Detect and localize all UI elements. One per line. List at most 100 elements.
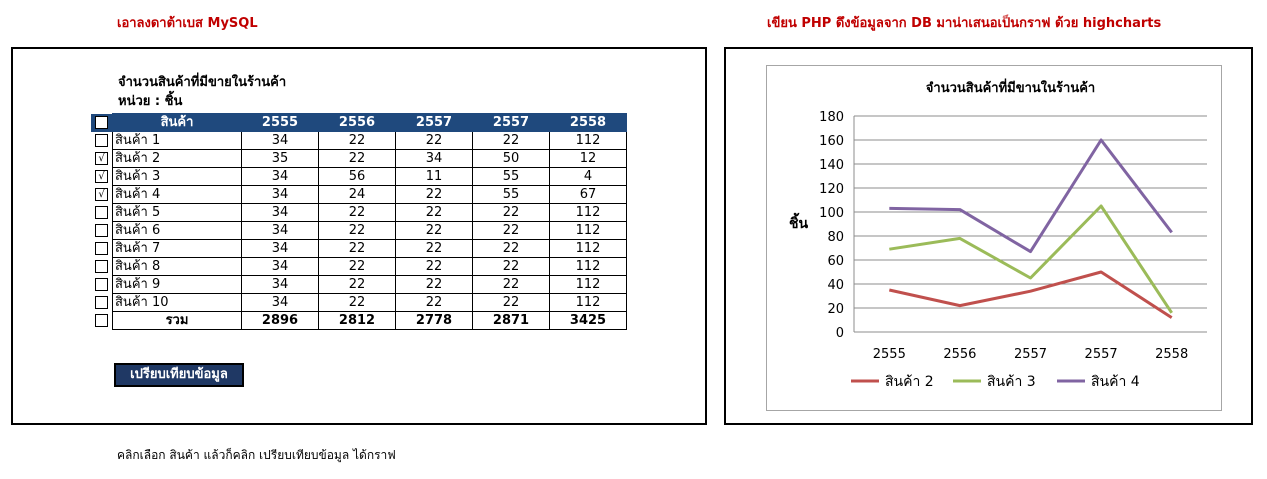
value-cell: 4 [549,167,627,186]
table-title: จำนวนสินค้าที่มีขายในร้านค้า [118,75,287,90]
x-tick-label: 2555 [873,347,906,362]
total-value-cell: 2896 [241,311,319,330]
total-row: รวม 2896 2812 2778 2871 3425 [91,311,627,330]
value-cell: 22 [318,293,396,312]
row-checkbox[interactable]: √ [95,170,108,183]
column-header: สินค้า [112,113,242,132]
heading-php-highcharts: เขียน PHP ดึงข้อมูลจาก DB มาน่าเสนอเป็นก… [767,16,1162,31]
y-tick-label: 80 [827,230,844,245]
value-cell: 11 [395,167,473,186]
compare-button[interactable]: เปรียบเทียบข้อมูล [114,363,244,387]
total-label-cell: รวม [112,311,242,330]
row-checkbox[interactable] [95,206,108,219]
column-header: 2557 [472,113,550,132]
y-tick-label: 180 [819,110,844,125]
value-cell: 22 [318,257,396,276]
column-header: 2557 [395,113,473,132]
table-row: √ สินค้า 3 34 56 11 55 4 [91,167,627,186]
value-cell: 22 [395,275,473,294]
value-cell: 22 [395,203,473,222]
value-cell: 34 [241,131,319,150]
value-cell: 24 [318,185,396,204]
row-checkbox[interactable] [95,260,108,273]
row-checkbox-cell [91,204,113,222]
y-tick-label: 60 [827,254,844,269]
row-checkbox[interactable]: √ [95,152,108,165]
column-header: 2556 [318,113,396,132]
x-tick-label: 2557 [1085,347,1118,362]
row-checkbox[interactable]: √ [95,188,108,201]
value-cell: 34 [241,239,319,258]
total-value-cell: 2812 [318,311,396,330]
value-cell: 112 [549,221,627,240]
select-all-checkbox[interactable] [95,116,108,129]
y-axis-label: ชิ้น [789,212,809,232]
table-row: สินค้า 10 34 22 22 22 112 [91,293,627,312]
value-cell: 34 [241,221,319,240]
row-checkbox-cell [91,240,113,258]
value-cell: 22 [395,185,473,204]
value-cell: 22 [395,239,473,258]
total-checkbox[interactable] [95,314,108,327]
value-cell: 34 [395,149,473,168]
row-checkbox-cell: √ [91,168,113,186]
column-header: 2555 [241,113,319,132]
row-checkbox-cell: √ [91,186,113,204]
value-cell: 34 [241,185,319,204]
value-cell: 34 [241,257,319,276]
value-cell: 35 [241,149,319,168]
legend-label: สินค้า 2 [885,374,934,390]
product-name-cell: สินค้า 2 [112,149,242,168]
total-value-cell: 2871 [472,311,550,330]
row-checkbox[interactable] [95,242,108,255]
product-table: สินค้า 2555 2556 2557 2557 2558 สินค้า 1… [91,113,627,330]
chart-panel: จำนวนสินค้าที่มีขานในร้านค้า 0 20 40 60 80 100… [724,47,1253,425]
product-name-cell: สินค้า 5 [112,203,242,222]
y-tick-label: 120 [819,182,844,197]
series-line-2 [888,270,1173,319]
value-cell: 50 [472,149,550,168]
product-name-cell: สินค้า 8 [112,257,242,276]
total-value-cell: 2778 [395,311,473,330]
table-row: สินค้า 5 34 22 22 22 112 [91,203,627,222]
y-tick-label: 100 [819,206,844,221]
y-tick-label: 0 [836,326,844,341]
row-checkbox-cell [91,294,113,312]
row-checkbox-cell [91,132,113,150]
value-cell: 22 [395,293,473,312]
legend-label: สินค้า 4 [1091,374,1140,390]
value-cell: 112 [549,239,627,258]
value-cell: 67 [549,185,627,204]
line-chart: จำนวนสินค้าที่มีขานในร้านค้า 0 20 40 60 80 100… [766,65,1222,411]
value-cell: 22 [472,275,550,294]
value-cell: 112 [549,257,627,276]
value-cell: 34 [241,275,319,294]
total-checkbox-cell [91,312,113,330]
y-tick-label: 140 [819,158,844,173]
value-cell: 22 [318,203,396,222]
row-checkbox[interactable] [95,134,108,147]
table-unit: หน่วย : ชิ้น [118,94,183,109]
table-row: สินค้า 1 34 22 22 22 112 [91,131,627,150]
value-cell: 34 [241,167,319,186]
value-cell: 22 [472,293,550,312]
value-cell: 22 [395,221,473,240]
value-cell: 55 [472,167,550,186]
row-checkbox[interactable] [95,296,108,309]
value-cell: 112 [549,293,627,312]
row-checkbox[interactable] [95,278,108,291]
value-cell: 56 [318,167,396,186]
y-tick-label: 20 [827,302,844,317]
row-checkbox[interactable] [95,224,108,237]
product-name-cell: สินค้า 6 [112,221,242,240]
value-cell: 34 [241,293,319,312]
value-cell: 34 [241,203,319,222]
table-row: สินค้า 9 34 22 22 22 112 [91,275,627,294]
row-checkbox-cell [91,276,113,294]
footnote: คลิกเลือก สินค้า แล้วก็คลิก เปรียบเทียบข… [117,448,396,462]
value-cell: 22 [318,221,396,240]
row-checkbox-cell: √ [91,150,113,168]
value-cell: 22 [472,221,550,240]
table-panel: จำนวนสินค้าที่มีขายในร้านค้า หน่วย : ชิ้… [11,47,707,425]
chart-svg: จำนวนสินค้าที่มีขานในร้านค้า 0 20 40 60 80 100… [789,78,1207,390]
